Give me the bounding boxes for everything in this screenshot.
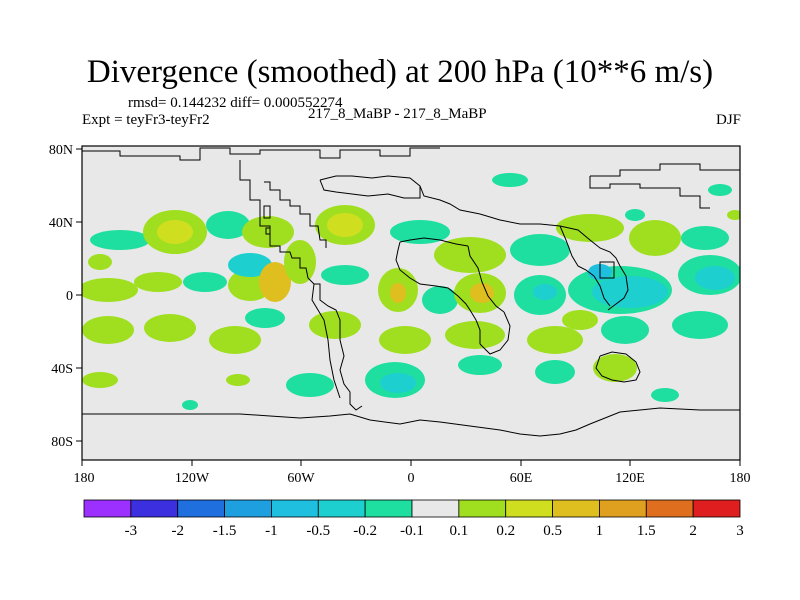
lat-label-40n: 40N xyxy=(49,216,73,231)
colorbar-label: -1 xyxy=(265,523,278,539)
colorbar-label: -0.5 xyxy=(306,523,330,539)
colorbar-swatch xyxy=(411,499,460,518)
run-comparison-label: 217_8_MaBP - 217_8_MaBP xyxy=(308,106,487,122)
colorbar-swatch xyxy=(130,499,179,518)
lat-ticks xyxy=(76,148,82,442)
colorbar-swatch xyxy=(458,499,507,518)
rmsd-diff-stats: rmsd= 0.144232 diff= 0.000552274 xyxy=(128,95,343,111)
colorbar-swatch xyxy=(364,499,413,518)
colorbar-swatch xyxy=(692,499,741,518)
lon-label-180e: 180 xyxy=(730,471,751,486)
colorbar-label: -2 xyxy=(171,523,184,539)
lon-label-120e: 120E xyxy=(615,471,645,486)
colorbar-labels: -3 -2 -1.5 -1 -0.5 -0.2 -0.1 0.1 0.2 0.5 1 1.5 2 3 xyxy=(125,523,744,539)
divergence-field xyxy=(82,173,740,410)
lat-labels: 80N 40N 0 40S 80S xyxy=(49,143,73,450)
lon-label-60e: 60E xyxy=(510,471,533,486)
lon-label-60w: 60W xyxy=(287,471,315,486)
colorbar-swatch xyxy=(505,499,553,518)
season-label: DJF xyxy=(715,112,741,128)
colorbar-label: 0.5 xyxy=(543,523,562,539)
lat-label-40s: 40S xyxy=(51,362,73,377)
lat-label-80s: 80S xyxy=(51,435,73,450)
lon-ticks xyxy=(81,460,741,466)
plot-title: Divergence (smoothed) at 200 hPa (10**6 … xyxy=(86,54,714,90)
lon-label-180w: 180 xyxy=(74,471,95,486)
colorbar-label: 3 xyxy=(736,523,744,539)
colorbar-label: 0.1 xyxy=(449,523,468,539)
colorbar-swatch xyxy=(645,499,694,518)
experiment-label: Expt = teyFr3-teyFr2 xyxy=(82,112,210,128)
colorbar-swatch xyxy=(177,499,225,518)
colorbar-swatch xyxy=(317,499,366,518)
colorbar-label: -0.1 xyxy=(400,523,424,539)
colorbar-swatch xyxy=(83,499,132,518)
colorbar-swatch xyxy=(271,499,319,518)
colorbar-label: -3 xyxy=(125,523,138,539)
colorbar-swatch xyxy=(552,499,600,518)
lon-label-0: 0 xyxy=(408,471,415,486)
coastlines xyxy=(82,147,740,437)
colorbar-swatch xyxy=(599,499,647,518)
lat-label-80n: 80N xyxy=(49,143,73,158)
lon-label-120w: 120W xyxy=(175,471,210,486)
colorbar-label: 1.5 xyxy=(637,523,656,539)
lon-labels: 180 120W 60W 0 60E 120E 180 xyxy=(74,471,751,486)
colorbar-label: 1 xyxy=(596,523,604,539)
colorbar-label: -0.2 xyxy=(353,523,377,539)
lat-label-0: 0 xyxy=(66,289,73,304)
colorbar-label: -1.5 xyxy=(213,523,237,539)
colorbar-label: 0.2 xyxy=(496,523,515,539)
colorbar-label: 2 xyxy=(689,523,697,539)
colorbar xyxy=(83,499,741,518)
colorbar-swatch xyxy=(224,499,272,518)
